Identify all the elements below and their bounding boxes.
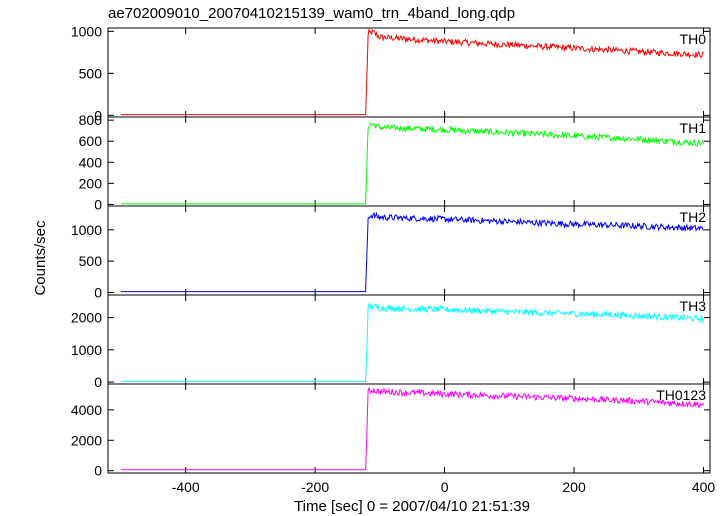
y-tick-label: 2000: [71, 310, 102, 326]
y-tick-label: 1000: [71, 342, 102, 358]
y-tick-label: 500: [79, 253, 103, 269]
y-tick-label: 0: [94, 107, 102, 123]
panel-frame-th0123: [107, 383, 711, 474]
series-line-th3: [120, 302, 704, 382]
x-tick-label: -400: [172, 479, 200, 495]
series-line-th1: [120, 122, 704, 205]
y-tick-label: 0: [94, 196, 102, 212]
panel-th1: 0 200 400 600 800 TH1: [79, 112, 711, 212]
y-tick-label: 4000: [71, 402, 102, 418]
y-tick-label: 2000: [71, 432, 102, 448]
panel-th0123: 0 2000 4000 TH0123: [71, 383, 711, 479]
series-label-th2: TH2: [680, 209, 707, 225]
y-axis-label: Counts/sec: [32, 220, 49, 296]
series-label-th0123: TH0123: [656, 387, 706, 403]
panel-group: 0 500 1000 TH0 0 200 400 600 800 TH1 0 500 1000 TH2 0 1…: [71, 23, 716, 495]
panel-frame-th2: [107, 205, 711, 296]
series-line-th2: [120, 211, 704, 293]
x-tick-label: 0: [441, 479, 449, 495]
series-line-th0123: [120, 386, 704, 471]
y-tick-label: 400: [79, 154, 103, 170]
y-tick-label: 1000: [71, 23, 102, 39]
y-tick-label: 0: [94, 463, 102, 479]
x-tick-label: -200: [301, 479, 329, 495]
y-tick-label: 500: [79, 65, 103, 81]
y-tick-label: 1000: [71, 222, 102, 238]
series-label-th3: TH3: [680, 298, 707, 314]
x-axis-label: Time [sec] 0 = 2007/04/10 21:51:39: [294, 498, 530, 515]
series-label-th0: TH0: [680, 31, 707, 47]
x-tick-label: 200: [562, 479, 586, 495]
series-line-th0: [120, 28, 704, 116]
y-tick-label: 600: [79, 133, 103, 149]
y-tick-label: 200: [79, 175, 103, 191]
panel-frame-th0: [107, 27, 711, 118]
panel-th0: 0 500 1000 TH0: [71, 23, 711, 123]
y-tick-label: 800: [79, 112, 103, 128]
y-tick-label: 0: [94, 284, 102, 300]
chart-title: ae702009010_20070410215139_wam0_trn_4ban…: [108, 5, 515, 22]
panel-th2: 0 500 1000 TH2: [71, 205, 711, 300]
series-label-th1: TH1: [680, 120, 707, 136]
x-tick-label: 400: [692, 479, 716, 495]
y-tick-label: 0: [94, 374, 102, 390]
panel-th3: 0 1000 2000 TH3: [71, 294, 711, 390]
